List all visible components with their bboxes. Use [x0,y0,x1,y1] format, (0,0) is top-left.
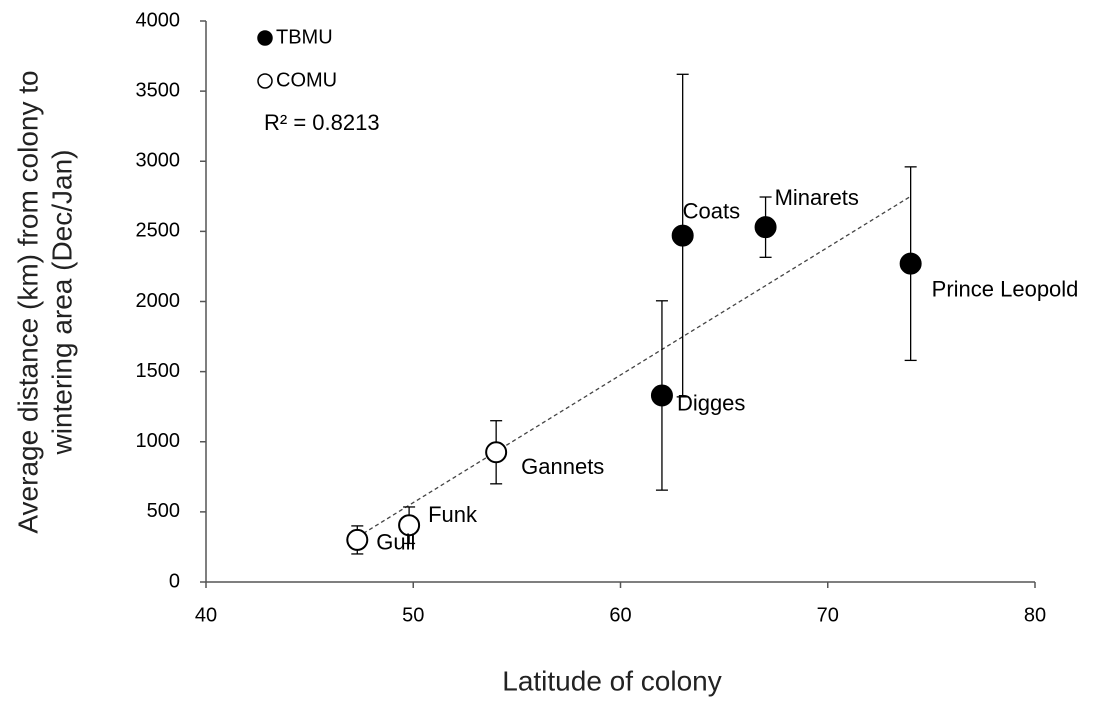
y-tick-label: 3000 [136,150,181,172]
point-label: Funk [428,502,478,527]
marker [485,441,508,464]
point-label: Minarets [775,185,859,210]
trendline [356,195,911,538]
y-tick-label: 2500 [136,220,181,242]
point-label: Coats [683,198,740,223]
legend-marker [257,30,273,46]
r-squared: R² = 0.8213 [264,110,380,135]
marker [398,514,421,537]
x-tick-label: 50 [402,604,424,626]
y-tick-label: 500 [147,500,180,522]
point-label: Gull [376,530,415,555]
x-tick-label: 70 [817,604,839,626]
x-tick-label: 80 [1024,604,1046,626]
legend-label: TBMU [276,26,333,48]
y-tick-label: 2000 [136,290,181,312]
y-axis-title: wintering area (Dec/Jan) [46,149,77,455]
marker [671,224,694,247]
y-tick-label: 1500 [136,360,181,382]
marker [754,216,777,239]
point-label: Digges [677,390,745,415]
y-tick-label: 4000 [136,9,181,31]
y-tick-label: 0 [169,570,180,592]
point-label: Gannets [521,454,604,479]
x-tick-label: 60 [609,604,631,626]
legend-label: COMU [276,69,337,91]
y-tick-label: 1000 [136,430,181,452]
x-tick-label: 40 [195,604,217,626]
marker [899,252,922,275]
point-label: Prince Leopold [932,276,1079,301]
marker [346,528,369,551]
y-tick-label: 3500 [136,79,181,101]
x-axis-title: Latitude of colony [502,665,722,696]
y-axis-title: Average distance (km) from colony to [12,70,43,533]
marker [650,384,673,407]
legend-marker [257,73,273,89]
